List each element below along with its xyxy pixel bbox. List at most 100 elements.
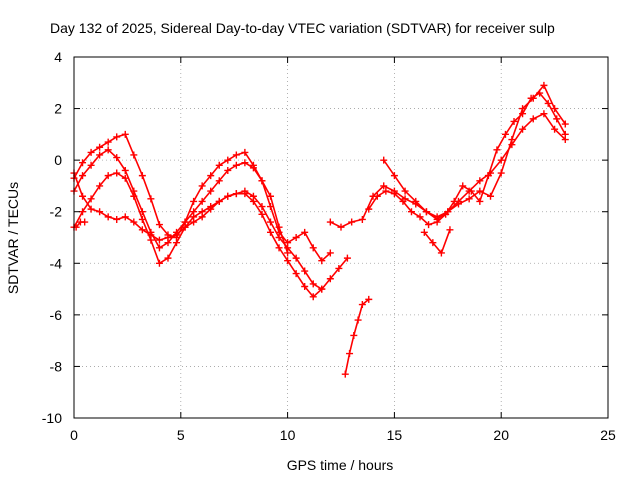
data-point (96, 182, 104, 190)
data-point (121, 174, 129, 182)
data-point (87, 148, 95, 156)
data-point (529, 94, 537, 102)
data-point (487, 192, 495, 200)
data-point (309, 280, 317, 288)
data-point (241, 148, 249, 156)
data-point (207, 172, 215, 180)
data-point (501, 130, 509, 138)
data-point (497, 156, 505, 164)
data-point (346, 350, 354, 358)
data-point (147, 195, 155, 203)
data-point (164, 254, 172, 262)
data-point (497, 169, 505, 177)
plot-area (70, 81, 569, 378)
data-point (155, 221, 163, 229)
data-point (87, 195, 95, 203)
data-point (467, 187, 475, 195)
data-point (350, 331, 358, 339)
data-point (292, 270, 300, 278)
data-point (241, 159, 249, 167)
data-point (551, 125, 559, 133)
data-point (326, 218, 334, 226)
x-tick-label: 0 (70, 427, 78, 443)
data-point (267, 218, 275, 226)
data-point (241, 190, 249, 198)
data-point (553, 115, 561, 123)
data-point (130, 151, 138, 159)
data-point (267, 203, 275, 211)
data-point (215, 161, 223, 169)
series-line (73, 149, 332, 262)
y-axis-label: SDTVAR / TECUs (5, 182, 21, 294)
data-point (164, 234, 172, 241)
y-tick-label: -8 (50, 358, 63, 374)
data-point (181, 223, 189, 231)
data-point (292, 254, 300, 262)
data-point (318, 257, 326, 265)
data-point (267, 228, 275, 236)
data-point (429, 239, 437, 247)
data-point (335, 264, 343, 272)
data-point (399, 197, 407, 205)
data-point (173, 231, 181, 239)
series-track-f (365, 89, 569, 229)
data-point (130, 218, 138, 226)
series-line (368, 92, 567, 226)
data-point (476, 187, 484, 195)
data-point (258, 203, 266, 211)
data-point (121, 166, 129, 174)
data-point (420, 228, 428, 236)
data-point (380, 156, 388, 164)
plot-frame (73, 56, 609, 419)
data-point (326, 249, 334, 257)
data-point (275, 234, 283, 241)
data-point (215, 197, 223, 205)
data-point (422, 208, 430, 216)
data-point (224, 166, 232, 174)
data-point (446, 226, 454, 234)
data-point (147, 231, 155, 239)
data-point (155, 244, 163, 252)
chart-title: Day 132 of 2025, Sidereal Day-to-day VTE… (50, 20, 555, 36)
data-point (365, 205, 373, 213)
data-point (207, 205, 215, 213)
data-point (113, 154, 121, 162)
data-point (215, 177, 223, 185)
series-track-d (70, 169, 326, 301)
y-tick-label: -2 (50, 204, 63, 220)
data-point (155, 259, 163, 267)
y-tick-label: 2 (54, 101, 62, 117)
y-tick-label: -4 (50, 255, 63, 271)
data-point (198, 197, 206, 205)
data-point (444, 208, 452, 216)
data-point (343, 254, 351, 262)
data-point (81, 218, 89, 226)
data-point (382, 187, 390, 195)
data-point (104, 213, 112, 221)
data-point (258, 177, 266, 185)
data-point (309, 293, 317, 301)
data-point (121, 213, 129, 221)
data-point (412, 197, 420, 205)
data-point (459, 182, 467, 190)
data-point (232, 161, 240, 169)
data-point (540, 81, 548, 89)
data-point (284, 244, 292, 252)
data-point (450, 197, 458, 205)
data-point (407, 208, 415, 216)
x-tick-label: 15 (387, 427, 403, 443)
data-point (301, 282, 309, 290)
x-tick-label: 20 (493, 427, 509, 443)
data-point (104, 146, 112, 154)
data-point (173, 239, 181, 247)
series-track-i (341, 295, 373, 378)
series-track-j (72, 218, 89, 231)
data-point (198, 182, 206, 190)
data-point (540, 110, 548, 118)
data-point (224, 192, 232, 200)
data-point (358, 215, 366, 223)
data-point (87, 205, 95, 213)
data-point (79, 208, 87, 216)
data-point (309, 244, 317, 252)
